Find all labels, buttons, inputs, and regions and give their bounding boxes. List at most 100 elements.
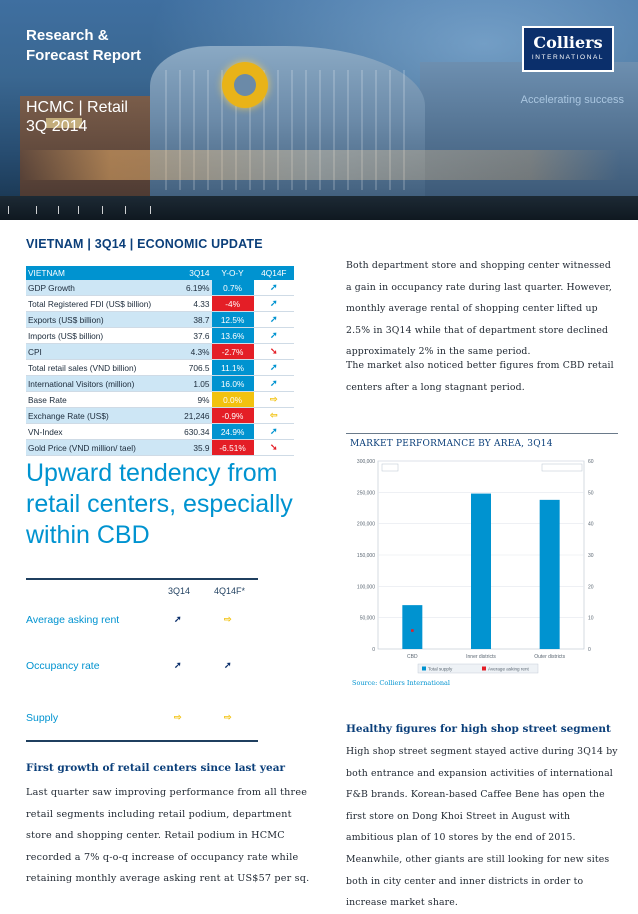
yoy-change: 12.5% [211,311,254,328]
yoy-change: -2.7% [211,343,254,360]
arrow-glyph: ➚ [270,426,278,436]
arrow-glyph: ➘ [270,442,278,452]
y-tick-label: 100,000 [357,584,375,590]
trend-arrow-icon: ⇨ [174,712,182,722]
article-body: Last quarter saw improving performance f… [26,787,310,885]
forecast-label: Supply [26,712,59,724]
indicator-label: International Visitors (million) [26,375,168,392]
table-row: Base Rate 9% 0.0% ⇨ [26,391,294,408]
indicator-value: 37.6 [167,327,212,344]
chart-canvas: 0 50,000 100,000 150,000 200,000 250,000 300,0… [357,459,594,674]
logo-name: Colliers [533,33,603,52]
trend-arrow-icon: ➘ [253,439,294,456]
y-tick-label: 250,000 [357,490,375,496]
col-header: 3Q14 [167,266,212,280]
table-row: GDP Growth 6.19% 0.7% ➚ [26,280,294,296]
y2-tick-label: 60 [588,459,594,465]
trend-arrow-icon: ⇦ [253,407,294,424]
trend-arrow-icon: ➚ [224,660,232,670]
economic-indicators-table: VIETNAM 3Q14 Y-O-Y 4Q14F GDP Growth 6.19%… [26,266,294,456]
table-row: Exports (US$ billion) 38.7 12.5% ➚ [26,311,294,328]
chart-title: MARKET PERFORMANCE BY AREA, 3Q14 [350,439,553,449]
table-row: CPI 4.3% -2.7% ➘ [26,343,294,360]
arrow-glyph: ➚ [270,314,278,324]
indicator-label: Imports (US$ billion) [26,327,168,344]
indicator-label: VN-Index [26,423,168,440]
indicator-value: 4.33 [167,295,212,312]
trend-arrow-icon: ➚ [253,295,294,312]
table-row: Total retail sales (VND billion) 706.5 11.… [26,359,294,376]
paragraph: High shop street segment stayed active d… [346,746,618,909]
paragraph: Both department store and shopping cente… [346,260,613,358]
tagline: Accelerating success [520,94,624,106]
table-row: Imports (US$ billion) 37.6 13.6% ➚ [26,327,294,344]
y-tick-label: 50,000 [360,616,376,622]
arrow-glyph: ➚ [270,282,278,292]
trend-arrow-icon: ➚ [253,311,294,328]
indicator-value: 630.34 [167,423,212,440]
indicator-value: 6.19% [167,280,212,296]
y2-tick-label: 50 [588,490,594,496]
legend-swatch [422,666,426,671]
tick-mark [58,206,59,214]
arrow-glyph: ➚ [270,330,278,340]
forecast-row: Occupancy rate ➚ ➚ [26,660,258,676]
building-facade [165,70,405,190]
indicator-value: 21,246 [167,407,212,424]
tick-mark [78,206,79,214]
indicator-label: CPI [26,343,168,360]
table-row: Exchange Rate (US$) 21,246 -0.9% ⇦ [26,407,294,424]
street-lights [20,150,620,180]
tick-mark [125,206,126,214]
legend-label: Total supply [428,667,453,672]
colliers-logo: Colliers INTERNATIONAL [522,26,614,72]
y-tick-label: 150,000 [357,553,375,559]
x-tick-label: Outer districts [534,654,565,660]
trend-arrow-icon: ➚ [253,375,294,392]
arrow-glyph: ➚ [270,378,278,388]
yoy-change: 24.9% [211,423,254,440]
ground [0,196,638,220]
yoy-change: -4% [211,295,254,312]
section-heading: VIETNAM | 3Q14 | ECONOMIC UPDATE [26,237,263,251]
yoy-change: 11.1% [211,359,254,376]
divider [26,740,258,742]
building-right [420,62,638,202]
forecast-row: Supply ⇨ ⇨ [26,712,258,728]
chart-source: Source: Colliers International [352,679,451,687]
indicator-label: Exchange Rate (US$) [26,407,168,424]
divider [26,578,258,580]
building-main [150,46,425,196]
forecast-col-header: 4Q14F* [214,586,246,596]
y-unit-box [381,463,399,472]
y-tick-label: 200,000 [357,522,375,528]
trend-arrow-icon: ⇨ [253,391,294,408]
building-left [20,96,170,196]
trend-arrow-icon: ➚ [253,327,294,344]
arrow-glyph: ➘ [270,346,278,356]
y-tick-label: 300,000 [357,459,375,465]
indicator-value: 38.7 [167,311,212,328]
article-heading: First growth of retail centers since las… [26,762,286,774]
trend-arrow-icon: ➘ [253,343,294,360]
arrow-glyph: ➚ [270,362,278,372]
arrow-glyph: ⇦ [270,410,278,420]
indicator-label: Exports (US$ billion) [26,311,168,328]
report-subtitle: HCMC | Retail 3Q 2014 [26,99,128,135]
indicator-label: Total Registered FDI (US$ billion) [26,295,168,312]
table-row: VN-Index 630.34 24.9% ➚ [26,423,294,440]
table-header-row: VIETNAM 3Q14 Y-O-Y 4Q14F [26,266,294,280]
bar [402,605,423,649]
yoy-change: 16.0% [211,375,254,392]
indicator-value: 706.5 [167,359,212,376]
indicator-value: 9% [167,391,212,408]
col-header: 4Q14F [253,266,294,280]
indicator-label: Base Rate [26,391,168,408]
trend-arrow-icon: ➚ [253,280,294,296]
table-row: Gold Price (VND million/ tael) 35.9 -6.51%… [26,439,294,456]
arrow-glyph: ➚ [270,298,278,308]
table-row: Total Registered FDI (US$ billion) 4.33 -4… [26,295,294,312]
rent-point [411,629,414,632]
x-tick-label: Inner districts [466,654,496,660]
legend-box [417,663,539,674]
